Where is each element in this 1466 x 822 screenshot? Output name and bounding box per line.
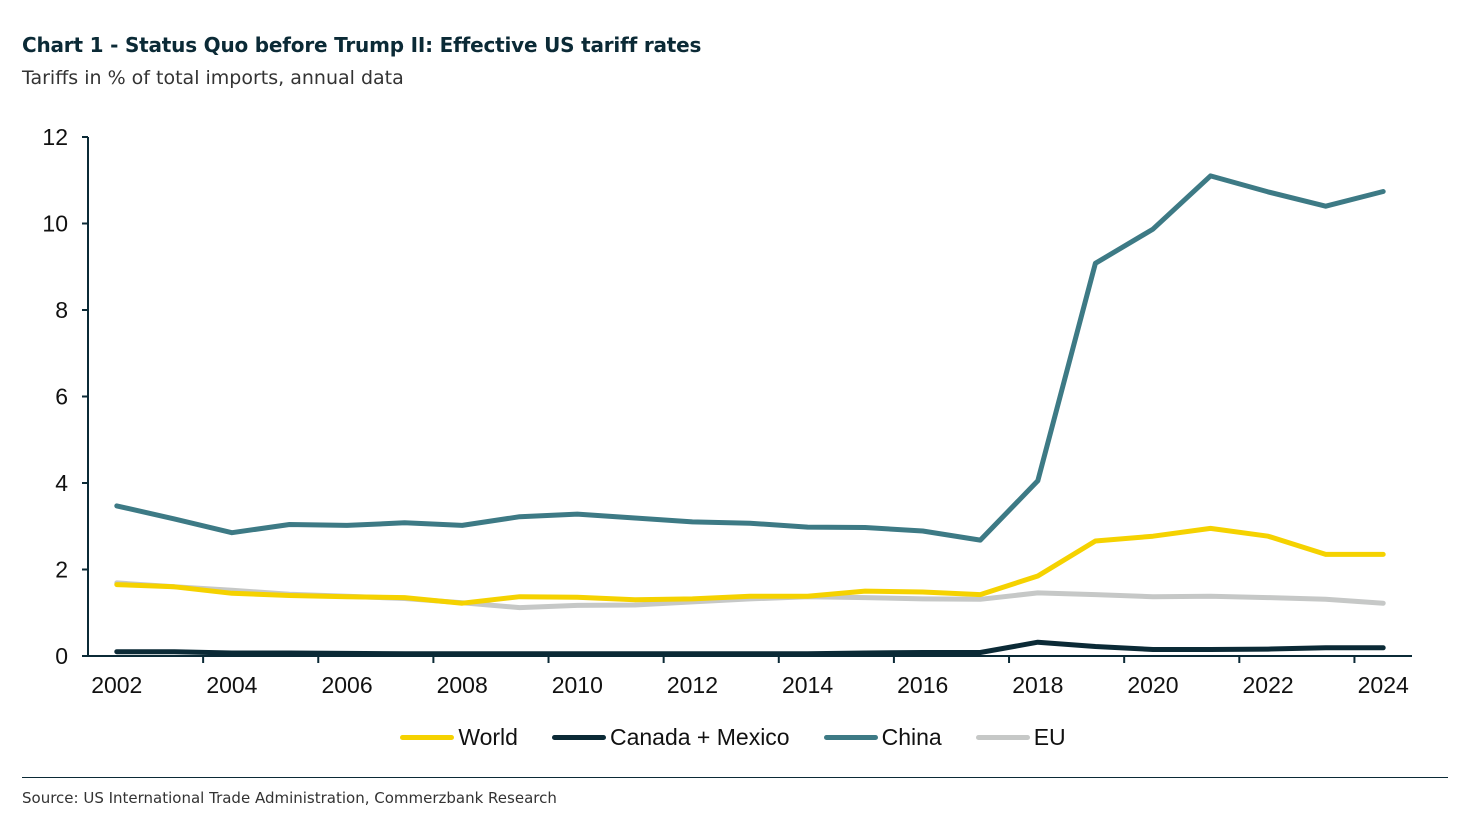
line-chart: 0 2 4 6 8 10 12 2002 2004 2006 2008 2010 2012 2014 201…	[42, 124, 1412, 698]
x-tick-label: 2006	[321, 672, 372, 698]
legend-swatch	[975, 735, 1030, 740]
legend-label: China	[881, 724, 942, 750]
x-tick-label: 2002	[91, 672, 142, 698]
legend-item: Canada + Mexico	[551, 724, 790, 751]
legend-swatch	[551, 735, 606, 740]
footer-divider	[22, 777, 1448, 778]
legend-swatch	[823, 735, 878, 740]
series-line-china	[114, 173, 1386, 543]
x-tick-label: 2020	[1127, 672, 1178, 698]
x-tick-label: 2004	[206, 672, 257, 698]
x-tick-label: 2010	[552, 672, 603, 698]
x-tick-label: 2024	[1358, 672, 1409, 698]
series-line-canada-mexico	[114, 639, 1386, 657]
legend-label: Canada + Mexico	[609, 724, 790, 750]
x-tick-label: 2022	[1243, 672, 1294, 698]
y-tick-label: 12	[42, 124, 68, 150]
series-line-world	[114, 525, 1386, 606]
x-tick-label: 2012	[667, 672, 718, 698]
legend-swatch	[400, 735, 455, 740]
x-tick-label: 2014	[782, 672, 833, 698]
legend: World Canada + Mexico China EU	[0, 724, 1466, 751]
source-note: Source: US International Trade Administr…	[22, 789, 557, 807]
y-tick-label: 0	[55, 643, 68, 669]
legend-label: World	[458, 724, 518, 750]
y-tick-label: 6	[55, 384, 68, 410]
chart-title: Chart 1 - Status Quo before Trump II: Ef…	[22, 33, 702, 57]
chart-subtitle: Tariffs in % of total imports, annual da…	[22, 67, 404, 89]
x-tick-label: 2018	[1012, 672, 1063, 698]
y-tick-label: 8	[55, 297, 68, 323]
x-tick-label: 2008	[437, 672, 488, 698]
y-tick-label: 2	[55, 557, 68, 583]
legend-item: EU	[975, 724, 1066, 751]
legend-item: World	[400, 724, 518, 751]
legend-item: China	[823, 724, 942, 751]
x-tick-label: 2016	[897, 672, 948, 698]
legend-label: EU	[1033, 724, 1066, 750]
y-tick-label: 4	[55, 470, 68, 496]
y-tick-label: 10	[42, 211, 68, 237]
